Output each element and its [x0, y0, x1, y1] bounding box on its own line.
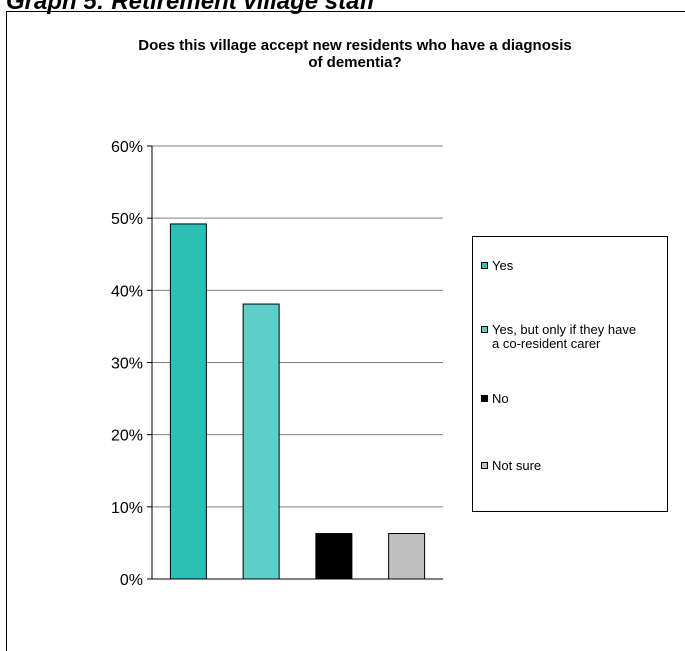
legend-item-yes-with-carer: Yes, but only if they have a co-resident… [481, 323, 667, 351]
legend-label-yes-with-carer-line-1: Yes, but only if they have [492, 322, 637, 337]
bar-chart-plot: 0% 10% 20% 30% 40% 50% 60% [111, 139, 443, 589]
legend-swatch-yes [481, 262, 488, 269]
bar-3 [315, 533, 353, 580]
y-tick-label: 0% [120, 572, 143, 589]
legend-item-no: No [481, 392, 667, 406]
y-tick-label: 50% [111, 211, 143, 228]
legend-swatch-not-sure [481, 462, 488, 469]
chart-frame [6, 11, 685, 651]
chart-legend: Yes Yes, but only if they have a co-resi… [472, 236, 668, 512]
legend-label-yes: Yes [492, 258, 514, 273]
y-tick-label: 60% [111, 139, 143, 156]
y-tick-label: 20% [111, 428, 143, 445]
y-tick-label: 40% [111, 283, 143, 300]
y-tick-label: 10% [111, 500, 143, 517]
legend-item-yes: Yes [481, 259, 667, 273]
chart-title-line-2: of dementia? [308, 54, 402, 71]
legend-label-no: No [492, 391, 509, 406]
y-tick-label: 30% [111, 356, 143, 373]
legend-item-not-sure: Not sure [481, 459, 667, 473]
chart-title: Does this village accept new residents w… [60, 37, 650, 71]
chart-title-line-1: Does this village accept new residents w… [138, 37, 572, 54]
legend-swatch-no [481, 395, 488, 402]
bar-1 [169, 223, 207, 580]
legend-label-not-sure: Not sure [492, 458, 542, 473]
bar-2 [242, 303, 280, 580]
legend-label-yes-with-carer-line-2: a co-resident carer [492, 336, 601, 351]
legend-swatch-yes-with-carer [481, 326, 488, 333]
bar-4 [388, 533, 426, 580]
